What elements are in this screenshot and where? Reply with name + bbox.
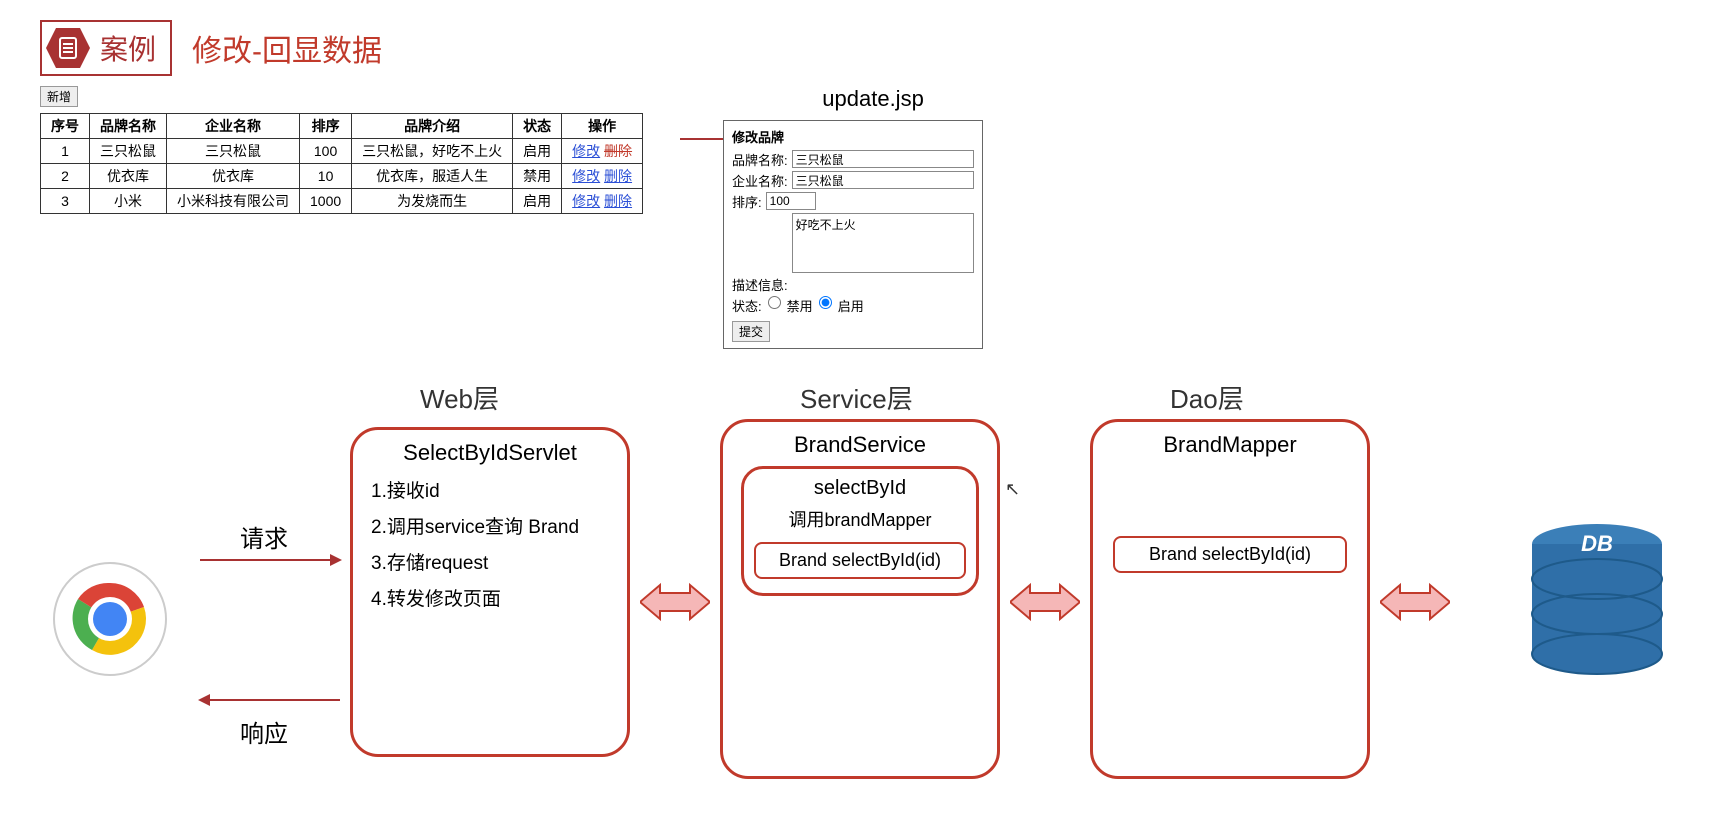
response-label: 响应: [240, 714, 288, 749]
table-cell: 小米科技有限公司: [167, 189, 300, 214]
service-layer-box: BrandService selectById 调用brandMapper Br…: [720, 419, 1000, 779]
dao-title: BrandMapper: [1093, 432, 1367, 458]
edit-link[interactable]: 修改: [572, 168, 600, 184]
brand-label: 品牌名称:: [732, 150, 788, 169]
table-cell: 10: [300, 164, 352, 189]
hexagon-icon: [44, 24, 92, 72]
service-pill: Brand selectById(id): [754, 542, 966, 579]
database-icon: DB: [1522, 519, 1672, 689]
delete-link[interactable]: 删除: [604, 168, 632, 184]
servlet-title: SelectByIdServlet: [353, 440, 627, 466]
table-cell: 100: [300, 139, 352, 164]
enable-text: 启用: [838, 296, 864, 315]
page-title: 修改-回显数据: [192, 26, 382, 70]
top-section: 新增 序号品牌名称企业名称排序品牌介绍状态操作 1三只松鼠三只松鼠100三只松鼠…: [40, 86, 1672, 349]
double-arrow-2: [1010, 579, 1080, 625]
cursor-icon: ↖: [1005, 479, 1020, 500]
table-cell: 为发烧而生: [352, 189, 513, 214]
case-badge: 案例: [40, 20, 172, 76]
order-input[interactable]: [766, 192, 816, 210]
web-layer-box: SelectByIdServlet 1.接收id2.调用service查询 Br…: [350, 427, 630, 757]
status-disable-radio[interactable]: [768, 296, 781, 309]
table-cell: 1: [41, 139, 90, 164]
step-item: 3.存储request: [371, 546, 609, 582]
order-label: 排序:: [732, 192, 762, 211]
disable-text: 禁用: [787, 296, 813, 315]
table-cell: 优衣库: [90, 164, 167, 189]
step-item: 4.转发修改页面: [371, 582, 609, 618]
table-header: 品牌介绍: [352, 114, 513, 139]
request-label: 请求: [240, 519, 288, 554]
service-method-title: selectById: [754, 477, 966, 500]
edit-link[interactable]: 修改: [572, 143, 600, 159]
badge-label: 案例: [100, 28, 156, 68]
desc-label: 描述信息:: [732, 275, 788, 294]
table-cell: 启用: [513, 139, 562, 164]
service-layer-label: Service层: [800, 379, 913, 416]
delete-link[interactable]: 删除: [604, 193, 632, 209]
status-label: 状态:: [732, 296, 762, 315]
table-cell: 三只松鼠: [167, 139, 300, 164]
table-cell: 优衣库，服适人生: [352, 164, 513, 189]
table-header: 操作: [562, 114, 643, 139]
double-arrow-1: [640, 579, 710, 625]
update-form: 修改品牌 品牌名称: 企业名称: 排序: 描述信息: 描述信息: 状态:: [723, 120, 983, 349]
table-cell: 启用: [513, 189, 562, 214]
form-heading: 修改品牌: [732, 127, 974, 146]
web-layer-label: Web层: [420, 379, 499, 416]
db-label: DB: [1581, 531, 1613, 556]
dao-layer-box: BrandMapper Brand selectById(id): [1090, 419, 1370, 779]
table-cell: 1000: [300, 189, 352, 214]
table-area: 新增 序号品牌名称企业名称排序品牌介绍状态操作 1三只松鼠三只松鼠100三只松鼠…: [40, 86, 643, 214]
table-cell-actions: 修改 删除: [562, 164, 643, 189]
double-arrow-3: [1380, 579, 1450, 625]
add-button[interactable]: 新增: [40, 86, 78, 107]
service-inner-box: selectById 调用brandMapper Brand selectByI…: [741, 466, 979, 596]
delete-link[interactable]: 删除: [604, 143, 632, 159]
table-header: 品牌名称: [90, 114, 167, 139]
table-cell: 3: [41, 189, 90, 214]
form-filename: update.jsp: [723, 86, 983, 112]
table-cell: 小米: [90, 189, 167, 214]
browser-icon: [50, 559, 170, 679]
status-enable-radio[interactable]: [819, 296, 832, 309]
table-cell: 优衣库: [167, 164, 300, 189]
service-method-sub: 调用brandMapper: [754, 506, 966, 532]
edit-link[interactable]: 修改: [572, 193, 600, 209]
servlet-steps: 1.接收id2.调用service查询 Brand3.存储request4.转发…: [353, 474, 627, 630]
table-cell: 禁用: [513, 164, 562, 189]
table-cell-actions: 修改 删除: [562, 139, 643, 164]
company-label: 企业名称:: [732, 171, 788, 190]
submit-button[interactable]: 提交: [732, 321, 770, 342]
response-arrow: [200, 699, 340, 701]
step-item: 1.接收id: [371, 474, 609, 510]
table-cell: 三只松鼠: [90, 139, 167, 164]
table-header: 企业名称: [167, 114, 300, 139]
service-title: BrandService: [723, 432, 997, 458]
table-row: 1三只松鼠三只松鼠100三只松鼠，好吃不上火启用修改 删除: [41, 139, 643, 164]
table-cell: 2: [41, 164, 90, 189]
table-cell-actions: 修改 删除: [562, 189, 643, 214]
architecture-diagram: Web层 Service层 Dao层 请求 响应 SelectByIdServl…: [40, 379, 1672, 799]
company-input[interactable]: [792, 171, 974, 189]
table-header: 排序: [300, 114, 352, 139]
brand-table: 序号品牌名称企业名称排序品牌介绍状态操作 1三只松鼠三只松鼠100三只松鼠，好吃…: [40, 113, 643, 214]
brand-input[interactable]: [792, 150, 974, 168]
table-row: 2优衣库优衣库10优衣库，服适人生禁用修改 删除: [41, 164, 643, 189]
table-header: 序号: [41, 114, 90, 139]
dao-pill: Brand selectById(id): [1113, 536, 1347, 573]
update-form-block: update.jsp 修改品牌 品牌名称: 企业名称: 排序: 描述信息: 描述…: [723, 86, 983, 349]
request-arrow: [200, 559, 340, 561]
table-header: 状态: [513, 114, 562, 139]
page-header: 案例 修改-回显数据: [40, 20, 1672, 76]
desc-textarea[interactable]: [792, 213, 974, 273]
table-cell: 三只松鼠，好吃不上火: [352, 139, 513, 164]
step-item: 2.调用service查询 Brand: [371, 510, 609, 546]
table-row: 3小米小米科技有限公司1000为发烧而生启用修改 删除: [41, 189, 643, 214]
dao-layer-label: Dao层: [1170, 379, 1244, 416]
